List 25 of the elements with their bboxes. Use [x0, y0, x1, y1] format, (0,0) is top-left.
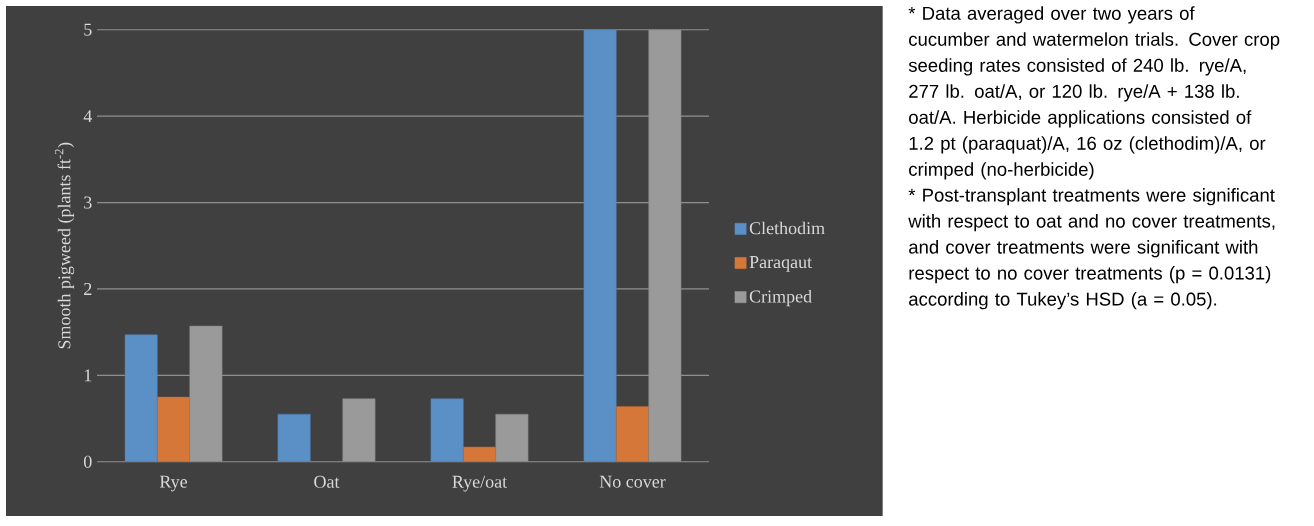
bar — [495, 413, 529, 462]
y-tick-label: 2 — [84, 282, 92, 295]
y-tick-label: 1 — [84, 369, 92, 382]
bar — [430, 398, 464, 462]
x-tick-label: Rye — [159, 475, 188, 492]
x-tick-label: Rye/oat — [452, 475, 508, 492]
bar — [342, 398, 376, 462]
bar — [463, 446, 496, 462]
y-tick-label: 4 — [83, 110, 93, 123]
y-tick-label: 5 — [84, 23, 92, 36]
text: * Post-transplant treatments were significant with respect to oat and no cover treatments, and cover treatments were significant with respect to no cover treatments (p = 0.0131) according to Tukey’s HSD (a = 0.05). — [908, 188, 1275, 310]
bar — [157, 396, 190, 462]
text: * Data averaged over two years of cucumber and watermelon trials. Cover crop seeding rates consisted of 240 lb. rye/A, 277 lb. oat/A, or 120 lb. rye/A + 138 lb. oat/A. Herbicide applications consisted of 1.2 pt (paraquat)/A, 16 oz (clethodim)/A, or crimped (no-herbicide) — [908, 6, 1280, 180]
legend-label: Clethodim — [749, 221, 825, 235]
legend-label: Crimped — [749, 289, 812, 307]
x-tick-label: Oat — [314, 475, 340, 488]
legend-label: Paraqaut — [749, 256, 812, 272]
bar — [616, 406, 649, 462]
y-tick-label: 0 — [83, 455, 92, 468]
bar — [277, 413, 311, 462]
x-tick-label: No cover — [599, 475, 666, 488]
y-axis-title: Smooth pigweed (plants ft$^{-2}$) — [54, 142, 75, 349]
bar — [124, 334, 158, 462]
y-tick-label: 3 — [84, 196, 92, 209]
bar — [583, 29, 617, 462]
